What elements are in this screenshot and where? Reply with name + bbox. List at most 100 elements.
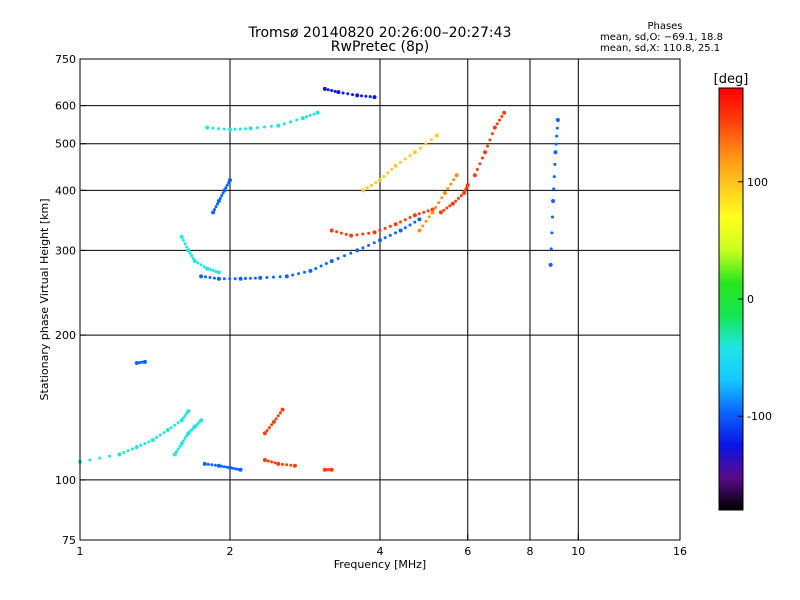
data-point — [550, 231, 554, 235]
data-point — [549, 247, 553, 251]
data-point — [220, 464, 224, 468]
data-point — [178, 444, 182, 448]
data-point — [222, 127, 226, 131]
data-point — [552, 187, 556, 191]
data-point — [158, 433, 162, 437]
data-point — [314, 266, 318, 270]
data-point — [210, 463, 214, 467]
data-point — [388, 224, 392, 228]
data-point — [450, 201, 455, 206]
data-point — [216, 270, 221, 275]
data-point — [498, 118, 502, 122]
data-point — [130, 447, 134, 451]
chart-subtitle: RwPretec (8p) — [330, 39, 430, 55]
data-point — [403, 157, 407, 161]
grid-lines — [80, 59, 680, 540]
data-point — [142, 359, 147, 364]
data-point — [297, 272, 301, 276]
data-point — [548, 262, 553, 267]
data-point — [361, 232, 365, 236]
data-point — [372, 95, 377, 100]
data-point — [273, 461, 277, 465]
data-point — [412, 213, 417, 218]
data-point — [378, 238, 382, 243]
data-point — [386, 171, 390, 175]
data-point — [372, 230, 377, 235]
data-point — [191, 256, 195, 260]
colorbar-label: [deg] — [714, 72, 749, 87]
data-point — [341, 91, 345, 95]
data-point — [238, 127, 242, 131]
data-point — [382, 175, 386, 179]
data-point — [364, 94, 368, 98]
data-point — [408, 215, 412, 219]
data-point — [417, 228, 422, 233]
data-point — [126, 449, 130, 453]
data-point — [233, 277, 237, 281]
data-point — [440, 196, 444, 200]
data-point — [488, 138, 492, 142]
data-point — [202, 265, 206, 269]
data-point — [122, 451, 126, 455]
y-tick-label: 500 — [55, 138, 76, 151]
data-point — [390, 167, 394, 171]
data-point — [270, 460, 274, 464]
data-point — [176, 447, 180, 451]
data-point — [502, 110, 507, 115]
data-point — [355, 248, 360, 253]
data-point — [143, 442, 147, 446]
data-point — [179, 234, 184, 239]
data-point — [442, 208, 446, 212]
data-point — [228, 178, 232, 183]
data-point — [365, 186, 369, 190]
data-point — [378, 228, 382, 232]
data-point — [181, 439, 185, 443]
data-point — [367, 243, 371, 247]
data-point — [176, 421, 180, 425]
data-point — [208, 268, 212, 272]
data-point — [446, 187, 450, 191]
data-point — [393, 163, 398, 168]
data-point — [231, 466, 235, 470]
data-point — [98, 456, 102, 460]
data-point — [442, 190, 447, 195]
data-point — [361, 246, 365, 250]
data-point — [349, 233, 354, 238]
data-point — [169, 426, 173, 430]
data-point — [554, 142, 558, 146]
data-point — [222, 465, 226, 469]
data-point — [324, 262, 328, 266]
data-point — [282, 122, 286, 126]
data-point — [393, 222, 398, 227]
data-point — [308, 113, 312, 117]
data-point — [355, 233, 359, 237]
data-point — [398, 160, 402, 164]
data-point — [217, 127, 221, 131]
data-point — [445, 206, 449, 210]
data-point — [117, 452, 122, 457]
data-point — [266, 459, 270, 463]
data-point — [202, 461, 207, 466]
data-point — [551, 199, 556, 204]
data-point — [490, 132, 494, 136]
data-point — [267, 426, 271, 430]
data-point — [475, 167, 479, 171]
data-point — [430, 207, 435, 212]
data-point — [248, 276, 252, 280]
data-point — [322, 86, 327, 91]
data-point — [303, 270, 307, 274]
data-point — [329, 467, 334, 472]
data-point — [427, 215, 431, 219]
data-point — [204, 275, 208, 279]
data-point — [434, 205, 438, 209]
data-point — [221, 191, 225, 195]
data-point — [398, 228, 403, 233]
data-point — [274, 417, 278, 421]
data-point — [215, 202, 219, 206]
data-point — [270, 423, 274, 427]
data-point — [179, 441, 184, 446]
data-point — [330, 89, 334, 93]
data-point — [220, 194, 224, 198]
data-point — [438, 210, 443, 215]
data-point — [213, 463, 217, 467]
